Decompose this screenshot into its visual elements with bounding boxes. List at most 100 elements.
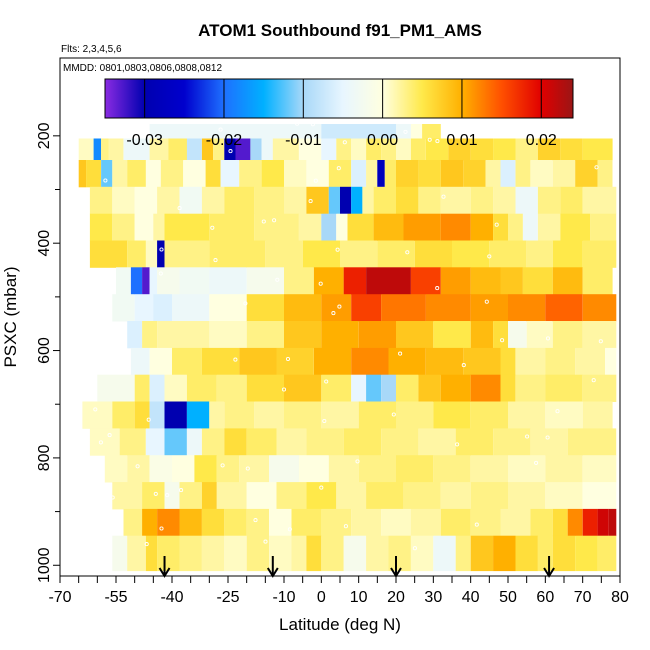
heatmap-cell: [470, 374, 501, 402]
heatmap-cell: [366, 535, 389, 572]
heatmap-cell: [500, 508, 531, 537]
heatmap-cell: [396, 160, 419, 188]
heatmap-cell: [209, 321, 247, 349]
heatmap-cell: [545, 482, 583, 510]
sample-point: [324, 379, 329, 384]
heatmap-cell: [216, 374, 247, 402]
arrow-head: [390, 567, 402, 578]
heatmap-cell: [552, 508, 568, 537]
heatmap-cell: [235, 138, 251, 161]
heatmap-cell: [153, 213, 165, 241]
heatmap-cell: [489, 240, 527, 268]
heatmap-cell: [351, 160, 367, 188]
heatmap-cell: [560, 213, 591, 241]
heatmap-cell: [530, 160, 553, 188]
heatmap-cell: [526, 240, 553, 268]
heatmap-cell: [149, 138, 169, 161]
arrow-head: [543, 567, 555, 578]
heatmap-cell: [291, 535, 307, 572]
sample-point: [213, 258, 218, 263]
colorbar-frame: [104, 78, 574, 119]
heatmap-cell: [284, 401, 322, 429]
heatmap-cell: [515, 535, 538, 572]
heatmap-cell: [284, 186, 307, 215]
heatmap-cell: [396, 321, 434, 349]
sample-point: [403, 129, 408, 134]
heatmap-cell: [160, 160, 184, 188]
heatmap-cell: [261, 160, 284, 188]
heatmap-cell: [130, 347, 150, 376]
heatmap-cell: [366, 267, 411, 295]
heatmap-cell: [418, 160, 441, 188]
colorbar-tick-label: -0.01: [285, 132, 322, 149]
heatmap-cell: [209, 213, 255, 241]
sample-point: [245, 466, 250, 471]
sample-point: [263, 539, 268, 544]
dates-label: MMDD: 0801,0803,0806,0808,0812: [63, 63, 222, 74]
heatmap-cell: [582, 321, 617, 349]
sample-point: [261, 219, 266, 224]
heatmap-cell: [410, 124, 423, 139]
x-axis: -70 -55 -40 -25 -10 0 10 20 30 40 50 60 70 80: [48, 575, 629, 606]
sample-point: [159, 526, 164, 531]
heatmap-cell: [142, 321, 157, 349]
sample-point: [343, 524, 348, 529]
x-tick-label: 80: [611, 589, 629, 606]
heatmap-cell: [575, 160, 598, 188]
heatmap-cell: [418, 186, 441, 215]
x-tick-label: 70: [574, 589, 592, 606]
heatmap-cell: [410, 508, 441, 537]
heatmap-cells: [78, 124, 617, 572]
heatmap-cell: [410, 138, 426, 161]
heatmap-cell: [284, 321, 322, 349]
heatmap-cell: [582, 401, 613, 429]
heatmap-cell: [582, 138, 613, 161]
heatmap-cell: [127, 321, 143, 349]
sample-point: [337, 304, 342, 309]
sample-point: [318, 281, 323, 286]
heatmap-cell: [284, 267, 314, 295]
heatmap-cell: [127, 160, 146, 188]
sample-point: [110, 495, 115, 500]
heatmap-cell: [265, 240, 303, 268]
x-tick-label: 40: [462, 589, 480, 606]
flight-marker-arrow: [390, 556, 402, 578]
heatmap-cell: [127, 455, 150, 483]
sample-point: [310, 122, 315, 127]
flight-marker-arrow: [543, 556, 555, 578]
sample-point: [355, 459, 360, 464]
heatmap-cell: [269, 508, 292, 537]
heatmap-cell: [347, 213, 374, 241]
heatmap-cell: [425, 294, 471, 322]
heatmap-cell: [246, 482, 277, 510]
sample-point: [233, 357, 238, 362]
heatmap-cell: [470, 401, 508, 429]
sample-point: [165, 493, 170, 498]
sample-point: [455, 442, 460, 447]
heatmap-cell: [112, 213, 135, 241]
heatmap-cell: [433, 535, 456, 572]
heatmap-cell: [179, 508, 202, 537]
heatmap-cell: [239, 160, 262, 188]
heatmap-cell: [321, 138, 337, 161]
sample-point: [103, 178, 108, 183]
heatmap-cell: [463, 160, 486, 188]
heatmap-cell: [164, 213, 210, 241]
heatmap-cell: [470, 455, 508, 483]
heatmap-cell: [306, 186, 329, 215]
heatmap-cell: [470, 138, 494, 161]
colorbar-gradient: [105, 79, 573, 118]
heatmap-cell: [582, 294, 617, 322]
heatmap-cell: [149, 124, 322, 139]
sample-point: [159, 247, 164, 252]
heatmap-cell: [127, 535, 146, 572]
sample-point: [272, 218, 277, 223]
heatmap-cell: [246, 428, 277, 456]
sample-point: [179, 488, 184, 493]
heatmap-cell: [425, 347, 464, 376]
heatmap-cell: [112, 294, 135, 322]
heatmap-cell: [157, 321, 210, 349]
heatmap-cell: [608, 508, 617, 537]
heatmap-cell: [470, 508, 501, 537]
heatmap-cell: [134, 186, 158, 215]
